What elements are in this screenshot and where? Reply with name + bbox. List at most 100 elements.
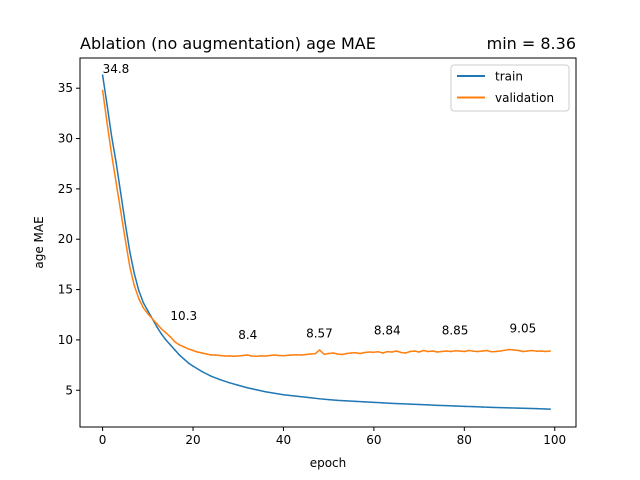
data-point-validation [332,352,334,354]
data-point-validation [287,354,289,357]
data-point-validation [440,350,443,353]
data-point-validation [174,341,176,343]
data-point-train [282,394,285,396]
data-point-validation [373,351,375,353]
y-tick-label: 25 [58,182,73,196]
data-point-validation [151,318,154,320]
data-point-validation [246,354,249,356]
legend: train validation [450,64,570,112]
plot-area [101,74,551,410]
data-point-train [490,406,493,409]
data-point-validation [142,306,145,309]
data-point-validation [544,350,547,353]
data-point-validation [472,350,475,352]
data-point-validation [445,350,447,352]
data-point-train [165,339,167,341]
data-point-validation [400,351,402,354]
data-point-train [237,384,239,386]
data-point-validation [273,354,276,356]
data-point-validation [183,346,185,348]
data-point-validation [531,349,533,352]
x-axis-label: epoch [310,456,347,470]
data-point-train [133,272,136,275]
data-point-train [246,386,249,389]
data-label: 8.84 [374,324,401,338]
data-point-validation [504,349,506,351]
data-point-validation [450,350,452,353]
data-point-validation [106,122,108,125]
data-point-validation [255,355,258,357]
data-point-train [391,402,393,405]
data-point-validation [232,355,235,357]
data-point-train [160,333,163,335]
data-point-validation [535,350,538,352]
data-point-train [187,362,190,364]
data-point-validation [260,355,262,357]
data-point-train [309,397,312,399]
data-point-validation [468,349,470,352]
data-point-validation [540,350,542,352]
data-point-validation [124,238,126,240]
data-point-validation [201,352,203,354]
data-point-validation [314,353,316,355]
data-point-validation [522,350,524,353]
data-point-train [400,402,402,405]
data-point-train [147,309,149,312]
data-point-train [526,407,529,410]
data-point-train [544,408,547,410]
data-point-validation [382,352,384,354]
data-point-validation [282,354,285,357]
data-point-validation [264,355,267,357]
data-point-validation [359,352,362,355]
data-point-validation [459,350,461,352]
data-point-train [336,399,339,402]
data-point-validation [364,351,366,354]
data-point-train [142,301,145,304]
data-point-validation [138,297,140,300]
data-point-validation [341,353,343,356]
y-axis-label: age MAE [32,216,46,268]
data-point-validation [508,348,511,351]
data-point-train [106,104,108,107]
data-point-validation [251,355,253,357]
data-label: 34.8 [103,62,130,76]
data-point-validation [386,350,389,353]
data-point-validation [133,284,136,287]
data-point-validation [147,312,149,315]
data-label: 8.85 [442,323,469,337]
data-point-validation [327,352,330,355]
data-label: 8.4 [238,328,257,342]
data-point-train [427,404,429,406]
data-point-validation [395,350,398,352]
chart-min-label: min = 8.36 [487,34,576,53]
data-point-train [409,403,411,405]
data-point-validation [391,351,393,353]
series-line-validation [101,90,551,357]
data-point-validation [178,344,181,346]
data-point-validation [346,352,348,355]
data-point-train [178,354,181,356]
data-point-train [174,349,176,351]
data-point-train [454,405,457,407]
y-tick-label: 10 [58,333,73,347]
data-point-train [549,408,551,410]
data-point-validation [355,352,357,354]
data-point-train [436,404,438,407]
data-point-train [115,161,117,164]
data-point-validation [242,354,244,357]
data-point-validation [526,350,529,352]
data-point-train [210,375,212,377]
data-point-train [291,395,294,397]
data-point-train [472,405,475,408]
data-point-train [110,135,113,138]
y-tick-label: 15 [58,283,73,297]
x-tick-label: 100 [543,433,566,447]
data-point-train [327,398,330,401]
data-point-validation [309,353,312,355]
data-label: 8.57 [306,326,333,340]
data-point-train [183,358,185,360]
data-point-validation [305,353,307,356]
data-point-train [418,403,420,406]
data-point-train [192,365,194,367]
data-point-validation [413,350,416,352]
